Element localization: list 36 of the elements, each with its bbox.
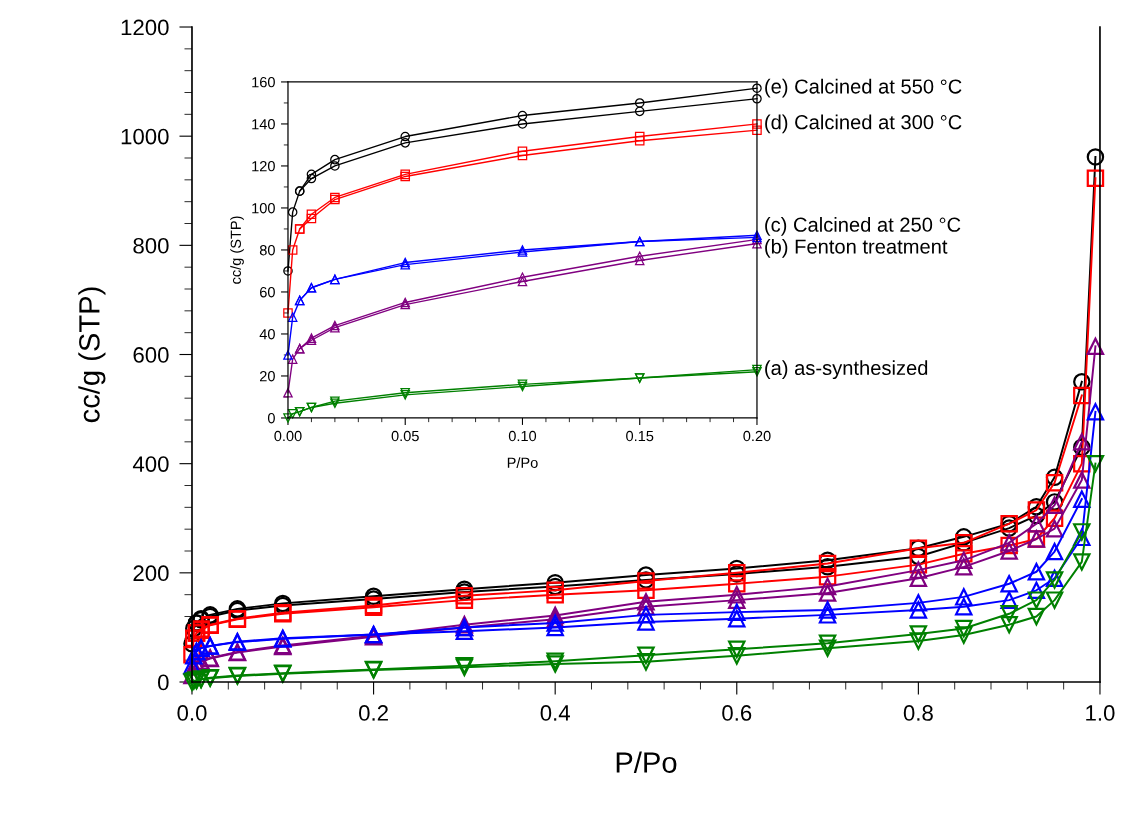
x-tick-label: 0.20	[743, 430, 771, 442]
y-tick-label: 600	[133, 347, 169, 363]
y-axis-title: cc/g (STP)	[78, 287, 106, 423]
y-tick-label: 200	[133, 565, 169, 582]
y-axis-title: cc/g (STP)	[230, 216, 244, 284]
y-tick-label: 80	[259, 245, 275, 256]
y-tick-label: 0	[158, 674, 169, 691]
x-axis-title: P/Po	[507, 457, 538, 468]
x-tick-label: 0.15	[626, 430, 654, 442]
x-tick-label: 0.0	[177, 705, 207, 721]
y-tick-label: 800	[133, 237, 169, 254]
x-tick-label: 0.8	[903, 705, 933, 721]
x-tick-label: 0.10	[508, 430, 537, 442]
y-tick-label: 100	[252, 203, 275, 214]
y-tick-label: 40	[259, 329, 275, 340]
series-label: (a) as-synthesized	[765, 360, 928, 380]
series-label: (c) Calcined at 250 °C	[765, 217, 961, 236]
y-tick-label: 0	[267, 413, 275, 424]
series-label: (d) Calcined at 300 °C	[765, 114, 962, 134]
x-tick-label: 1.0	[1086, 705, 1115, 721]
y-tick-label: 120	[252, 161, 275, 172]
x-tick-label: 0.05	[391, 430, 419, 442]
y-tick-label: 400	[132, 456, 169, 472]
x-tick-label: 0.2	[359, 705, 388, 721]
x-tick-label: 0.00	[274, 430, 302, 442]
series-label: (b) Fenton treatment	[765, 238, 948, 258]
x-tick-label: 0.4	[540, 705, 570, 721]
y-tick-label: 1000	[121, 128, 169, 145]
x-tick-label: 0.6	[722, 705, 752, 721]
y-tick-label: 20	[260, 371, 275, 382]
y-tick-label: 60	[260, 287, 275, 298]
series-label: (e) Calcined at 550 °C	[765, 78, 962, 98]
y-tick-label: 1200	[121, 19, 169, 36]
y-tick-label: 160	[252, 77, 275, 88]
x-axis-title: P/Po	[616, 751, 677, 773]
y-tick-label: 140	[252, 119, 275, 130]
